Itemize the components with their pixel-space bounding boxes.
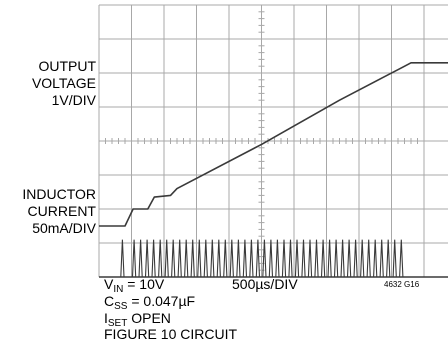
inductor-current-pulse bbox=[151, 239, 156, 278]
chart-traces bbox=[99, 62, 448, 278]
inductor-current-pulse bbox=[333, 239, 339, 278]
inductor-current-pulse bbox=[144, 239, 150, 278]
inductor-current-pulse bbox=[360, 239, 365, 278]
inductor-current-pulse bbox=[379, 239, 384, 278]
css-condition: CSS = 0.047µF bbox=[104, 293, 196, 312]
iset-condition: ISET OPEN bbox=[104, 310, 171, 329]
output-voltage-label: OUTPUT VOLTAGE 1V/DIV bbox=[32, 58, 96, 109]
inductor-current-label-line-2: CURRENT bbox=[27, 203, 96, 219]
inductor-current-pulse bbox=[197, 239, 202, 278]
inductor-current-pulse bbox=[184, 239, 189, 278]
inductor-current-pulse bbox=[249, 239, 254, 278]
inductor-current-pulse bbox=[281, 239, 287, 278]
inductor-current-label-line-1: INDUCTOR bbox=[22, 186, 96, 202]
output-voltage-label-line-1: OUTPUT bbox=[38, 58, 96, 74]
inductor-current-pulse bbox=[301, 239, 306, 278]
inductor-current-pulse bbox=[210, 239, 215, 278]
inductor-current-pulse bbox=[327, 239, 332, 278]
chart-grid bbox=[98, 4, 448, 278]
inductor-current-pulse bbox=[138, 239, 143, 278]
inductor-current-label: INDUCTOR CURRENT 50mA/DIV bbox=[22, 186, 96, 237]
inductor-current-pulse bbox=[190, 239, 195, 278]
output-voltage-trace bbox=[99, 62, 448, 227]
inductor-current-pulse bbox=[314, 239, 319, 278]
inductor-current-pulse bbox=[307, 239, 313, 278]
inductor-current-pulse bbox=[268, 239, 274, 278]
inductor-current-pulse bbox=[203, 239, 208, 278]
figure-code: 4632 G16 bbox=[384, 280, 420, 289]
inductor-current-label-line-3: 50mA/DIV bbox=[32, 220, 96, 236]
inductor-current-pulse bbox=[386, 239, 391, 278]
vin-condition: VIN = 10V bbox=[104, 276, 165, 295]
inductor-current-pulse bbox=[229, 239, 234, 278]
inductor-current-pulse bbox=[294, 239, 300, 278]
inductor-current-pulse bbox=[164, 239, 169, 278]
inductor-current-pulse bbox=[131, 239, 137, 278]
inductor-current-pulse bbox=[171, 239, 176, 278]
inductor-current-pulse bbox=[373, 239, 378, 278]
inductor-current-pulse bbox=[346, 239, 352, 278]
inductor-current-pulse bbox=[320, 239, 326, 278]
inductor-current-pulse bbox=[353, 239, 358, 278]
output-voltage-label-line-2: VOLTAGE bbox=[31, 75, 96, 91]
inductor-current-pulse bbox=[120, 239, 125, 278]
inductor-current-pulse bbox=[399, 239, 404, 278]
inductor-current-pulse bbox=[158, 239, 163, 278]
inductor-current-pulse bbox=[262, 239, 267, 278]
inductor-current-pulse bbox=[392, 239, 397, 278]
inductor-current-pulse bbox=[288, 239, 293, 278]
inductor-current-pulse bbox=[255, 239, 261, 278]
time-scale-label: 500µs/DIV bbox=[232, 276, 298, 292]
inductor-current-pulse bbox=[275, 239, 280, 278]
inductor-current-pulse bbox=[340, 239, 345, 278]
inductor-current-pulse bbox=[236, 239, 241, 278]
inductor-current-pulse bbox=[366, 239, 371, 278]
inductor-current-pulse bbox=[223, 239, 228, 278]
output-voltage-label-line-3: 1V/DIV bbox=[51, 92, 96, 108]
figure-circuit-label: FIGURE 10 CIRCUIT bbox=[104, 326, 238, 342]
inductor-current-pulse bbox=[216, 239, 221, 278]
inductor-current-pulse bbox=[177, 239, 182, 278]
inductor-current-pulse bbox=[242, 239, 248, 278]
